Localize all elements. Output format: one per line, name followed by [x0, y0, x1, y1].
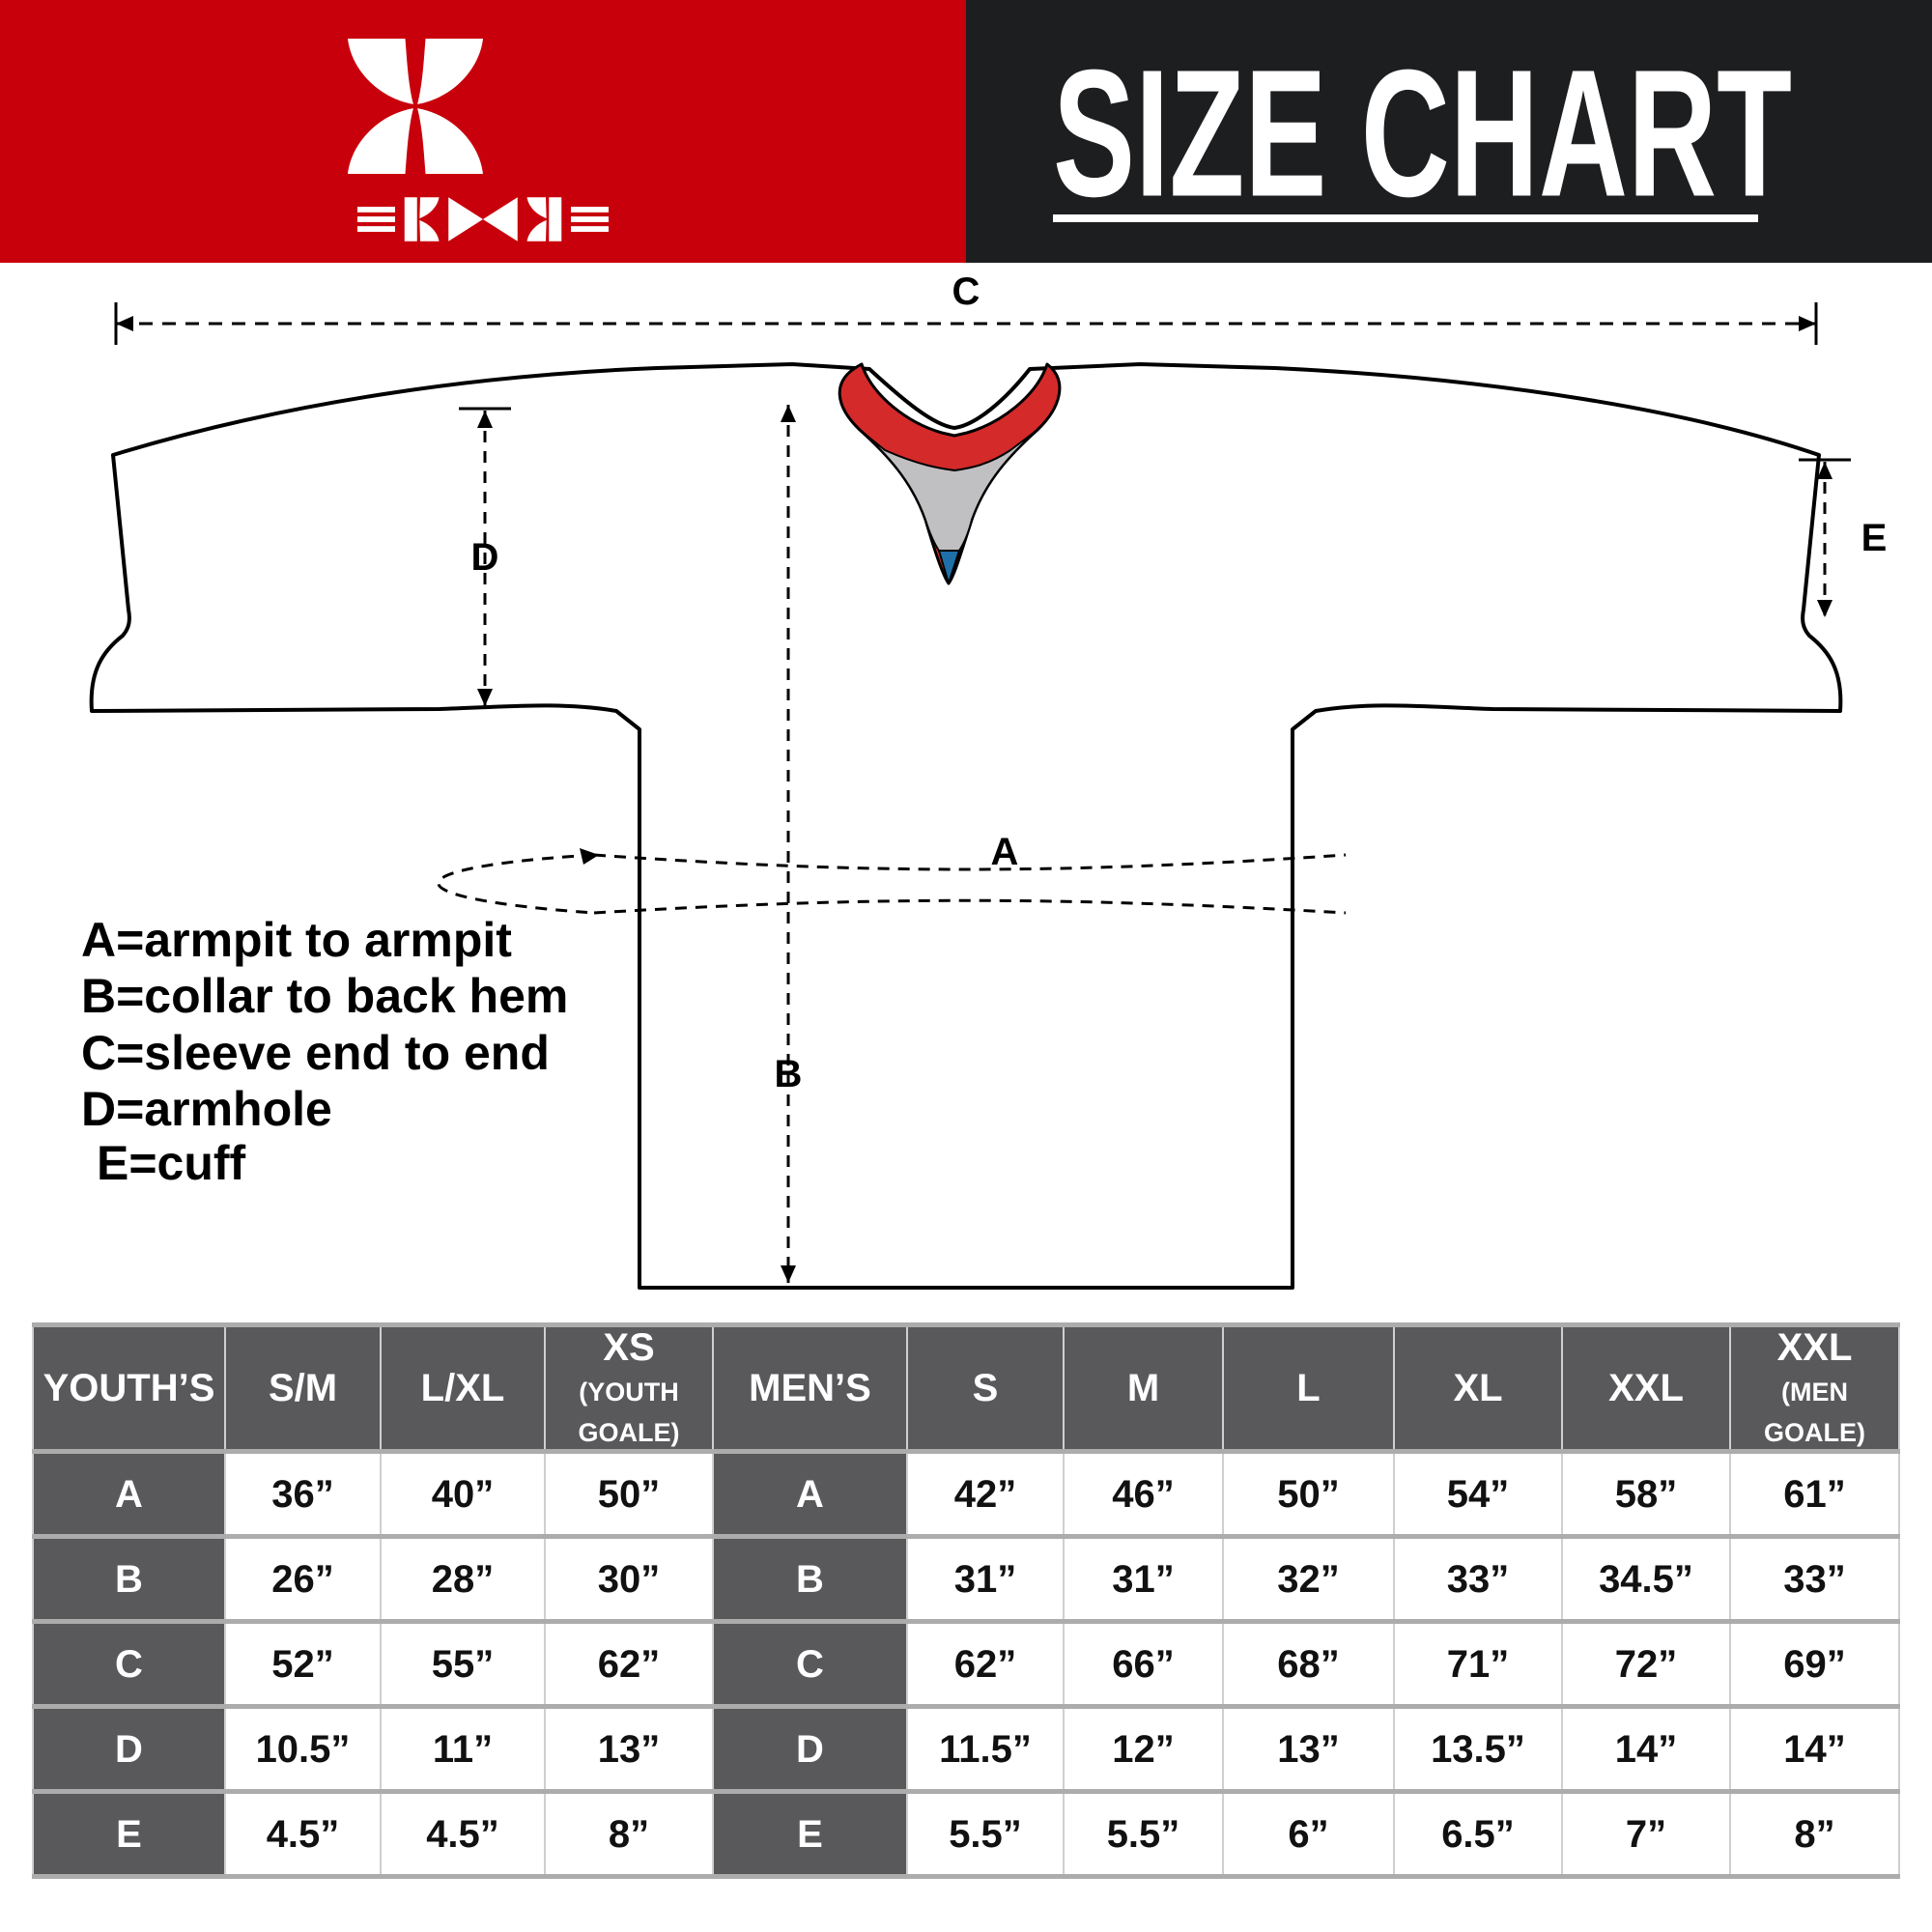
svg-text:A: A: [991, 831, 1019, 873]
svg-text:B=collar to back hem: B=collar to back hem: [81, 969, 568, 1023]
svg-text:B: B: [775, 1053, 803, 1095]
svg-text:E=cuff: E=cuff: [97, 1136, 246, 1190]
svg-text:A=armpit to armpit: A=armpit to armpit: [81, 913, 512, 967]
svg-text:C=sleeve end to end: C=sleeve end to end: [81, 1026, 550, 1080]
svg-text:C: C: [952, 270, 980, 313]
svg-text:D=armhole: D=armhole: [81, 1082, 332, 1136]
svg-text:D: D: [471, 536, 499, 579]
svg-text:E: E: [1861, 517, 1888, 559]
